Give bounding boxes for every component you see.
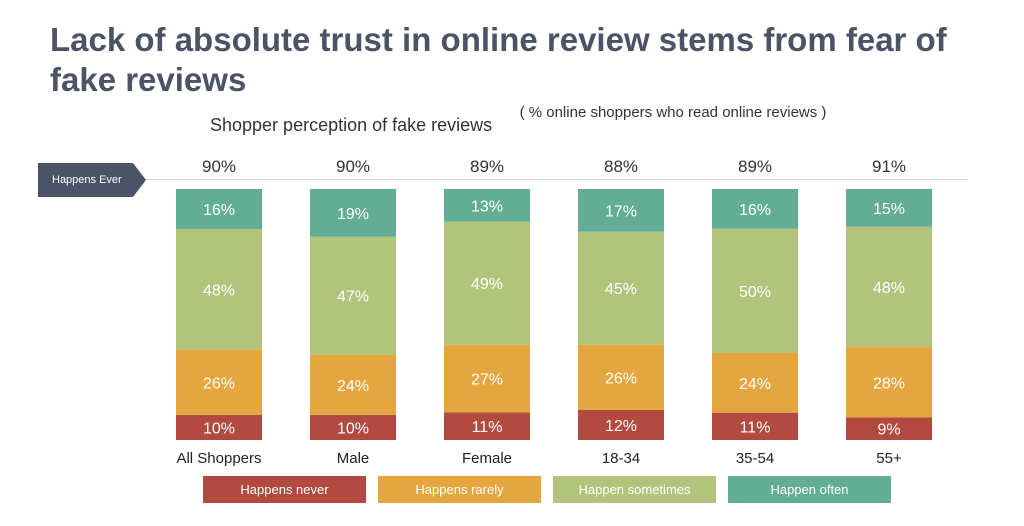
data-label: 11% — [472, 419, 503, 436]
data-label: 16% — [739, 202, 771, 219]
bar-segment-rarely — [444, 344, 530, 413]
data-label: 12% — [605, 418, 637, 435]
data-label: 45% — [605, 281, 637, 298]
data-label: 10% — [337, 420, 369, 437]
data-label: 19% — [337, 206, 369, 223]
bar-segment-often — [310, 189, 396, 237]
bar-segment-never — [444, 412, 530, 440]
bar-segment-often — [176, 189, 262, 230]
data-label: 50% — [739, 284, 771, 301]
chart-note: ( % online shoppers who read online revi… — [519, 104, 827, 121]
bar-segment-never — [846, 417, 932, 440]
category-label: All Shoppers — [176, 450, 261, 467]
total-label: 90% — [336, 157, 370, 176]
bar-segment-sometimes — [310, 236, 396, 355]
data-label: 24% — [337, 378, 369, 395]
bar-segment-often — [712, 189, 798, 229]
data-label: 13% — [471, 198, 503, 215]
totals-divider-line — [146, 179, 968, 180]
legend-item-often: Happen often — [728, 476, 891, 503]
bar-segment-often — [578, 189, 664, 232]
data-label: 11% — [740, 419, 771, 436]
data-label: 26% — [605, 370, 637, 387]
total-label: 90% — [202, 157, 236, 176]
bar-segment-never — [310, 414, 396, 440]
bar-segment-sometimes — [846, 226, 932, 348]
data-label: 15% — [873, 201, 905, 218]
data-label: 48% — [873, 280, 905, 297]
legend-item-rarely: Happens rarely — [378, 476, 541, 503]
bar-segment-never — [176, 414, 262, 440]
category-label: Male — [337, 450, 370, 467]
bar-segment-rarely — [712, 353, 798, 413]
legend-item-sometimes: Happen sometimes — [553, 476, 716, 503]
data-label: 16% — [203, 202, 235, 219]
legend-item-never: Happens never — [203, 476, 366, 503]
data-label: 17% — [605, 203, 637, 220]
bar-segment-rarely — [310, 354, 396, 415]
bar-segment-sometimes — [444, 221, 530, 345]
total-label: 88% — [604, 157, 638, 176]
category-label: 35-54 — [736, 450, 774, 467]
data-label: 24% — [739, 376, 771, 393]
bar-segment-sometimes — [712, 228, 798, 354]
category-label: Female — [462, 450, 512, 467]
page-title: Lack of absolute trust in online review … — [50, 21, 947, 98]
bar-segment-rarely — [176, 349, 262, 415]
data-label: 47% — [337, 289, 369, 306]
total-label: 91% — [872, 157, 906, 176]
bar-segment-often — [444, 189, 530, 222]
category-label: 55+ — [876, 450, 902, 467]
happens-ever-arrow-label: Happens Ever — [38, 163, 146, 197]
bar-segment-often — [846, 189, 932, 227]
data-label: 49% — [471, 276, 503, 293]
bar-segment-never — [712, 412, 798, 440]
data-label: 9% — [877, 422, 900, 439]
total-label: 89% — [738, 157, 772, 176]
category-label: 18-34 — [602, 450, 640, 467]
data-label: 10% — [203, 420, 235, 437]
data-label: 28% — [873, 375, 905, 392]
data-label: 48% — [203, 282, 235, 299]
bar-segment-rarely — [846, 347, 932, 418]
chart-subtitle: Shopper perception of fake reviews — [210, 115, 493, 135]
total-label: 89% — [470, 157, 504, 176]
data-label: 26% — [203, 375, 235, 392]
bar-segment-rarely — [578, 344, 664, 410]
bar-segment-never — [578, 409, 664, 440]
bar-segment-sometimes — [176, 229, 262, 350]
data-label: 27% — [471, 372, 503, 389]
bar-segment-sometimes — [578, 231, 664, 345]
